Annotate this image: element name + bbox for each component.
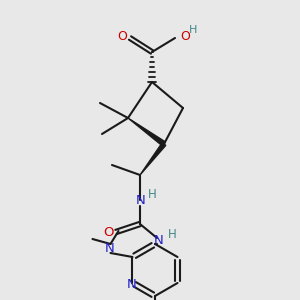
Text: O: O: [117, 31, 127, 44]
Text: O: O: [103, 226, 113, 238]
Text: H: H: [189, 25, 197, 35]
Polygon shape: [140, 142, 166, 175]
Text: H: H: [168, 229, 176, 242]
Text: N: N: [127, 278, 136, 290]
Text: H: H: [148, 188, 156, 202]
Text: N: N: [105, 242, 114, 256]
Text: O: O: [180, 31, 190, 44]
Text: N: N: [154, 235, 164, 248]
Text: N: N: [136, 194, 146, 208]
Polygon shape: [128, 118, 166, 146]
